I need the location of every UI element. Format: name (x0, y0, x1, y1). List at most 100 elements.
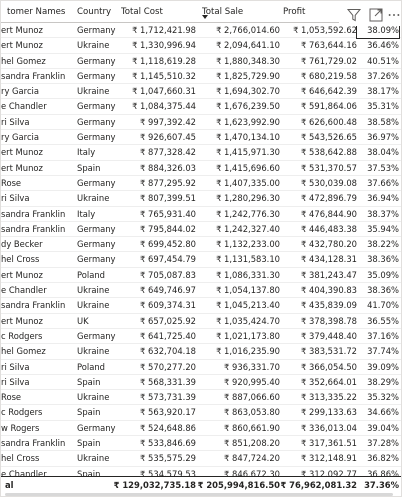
total-cost-cell: ₹ 877,295.92 (140, 177, 196, 188)
table-row[interactable]: sandra Franklin Spain ₹ 533,846.69 ₹ 851,20… (1, 436, 401, 452)
total-profit-value: ₹ 76,962,081.32 (280, 480, 357, 490)
profit-cell: ₹ 531,370.57 (301, 162, 357, 173)
total-sale-cell: ₹ 1,470,134.10 (216, 132, 280, 143)
table-row[interactable]: hel Cross Ukraine ₹ 535,575.29 ₹ 847,724.20… (1, 451, 401, 467)
profit-cell: ₹ 530,039.08 (301, 177, 357, 188)
margin-cell: 37.66% (367, 177, 399, 188)
table-row[interactable]: ri Silva Ukraine ₹ 807,399.51 ₹ 1,280,296.3… (1, 191, 401, 207)
table-row[interactable]: c Rodgers Germany ₹ 641,725.40 ₹ 1,021,173.… (1, 329, 401, 345)
margin-cell: 37.28% (367, 438, 399, 449)
country-cell: Ukraine (77, 193, 110, 204)
total-sale-cell: ₹ 2,094,641.10 (216, 40, 280, 51)
total-cost-cell: ₹ 609,374.31 (140, 300, 196, 311)
customer-name-cell: e Chandler (1, 468, 47, 476)
profit-cell: ₹ 434,128.31 (301, 254, 357, 265)
table-row[interactable]: sandra Franklin Italy ₹ 765,931.40 ₹ 1,242,… (1, 207, 401, 222)
table-row[interactable]: ry Garcia Ukraine ₹ 1,047,660.31 ₹ 1,694,30… (1, 84, 401, 100)
table-row[interactable]: ri Silva Spain ₹ 568,331.39 ₹ 920,995.40 ₹ 3… (1, 375, 401, 391)
total-sale-cell: ₹ 1,132,233.00 (216, 239, 280, 250)
table-row[interactable]: dy Becker Germany ₹ 699,452.80 ₹ 1,132,233.… (1, 237, 401, 253)
column-header-profit[interactable]: Profit (283, 7, 306, 17)
table-row[interactable]: ert Munoz Ukraine ₹ 1,330,996.94 ₹ 2,094,64… (1, 38, 401, 54)
table-row[interactable]: ert Munoz Germany ₹ 1,712,421.98 ₹ 2,766,01… (1, 23, 401, 39)
customer-name-cell: hel Cross (1, 453, 40, 464)
column-header-customer-names[interactable]: tomer Names (7, 7, 66, 17)
column-header-total-sale[interactable]: Total Sale (202, 7, 244, 17)
table-row[interactable]: ry Garcia Germany ₹ 926,607.45 ₹ 1,470,134.… (1, 130, 401, 146)
profit-cell: ₹ 761,729.02 (301, 55, 357, 66)
table-row[interactable]: ert Munoz Spain ₹ 884,326.03 ₹ 1,415,696.60… (1, 161, 401, 176)
total-cost-cell: ₹ 1,084,375.44 (132, 101, 196, 112)
margin-cell: 38.22% (367, 239, 399, 250)
margin-cell: 37.74% (367, 346, 399, 357)
scrollbar-thumb[interactable] (5, 493, 393, 496)
table-row[interactable]: hel Cross Germany ₹ 697,454.79 ₹ 1,131,583.… (1, 252, 401, 268)
customer-name-cell: ri Silva (1, 193, 30, 204)
total-sale-cell: ₹ 1,676,239.50 (216, 101, 280, 112)
profit-cell: ₹ 381,243.47 (301, 269, 357, 280)
profit-cell: ₹ 543,526.65 (301, 132, 357, 143)
column-header-country[interactable]: Country (77, 7, 112, 17)
sort-descending-icon[interactable] (202, 15, 208, 19)
profit-cell: ₹ 312,148.91 (301, 453, 357, 464)
country-cell: Germany (77, 223, 116, 234)
margin-cell: 38.58% (367, 116, 399, 127)
country-cell: UK (77, 315, 89, 326)
country-cell: Ukraine (77, 285, 110, 296)
table-row[interactable]: e Chandler Spain ₹ 534,579.53 ₹ 846,672.30 ₹… (1, 467, 401, 476)
table-row[interactable]: e Chandler Ukraine ₹ 649,746.97 ₹ 1,054,137… (1, 283, 401, 299)
table-row[interactable]: sandra Franklin Germany ₹ 795,844.02 ₹ 1,24… (1, 222, 401, 238)
column-header-total-cost[interactable]: Total Cost (121, 7, 163, 17)
profit-cell: ₹ 432,780.20 (301, 239, 357, 250)
table-row[interactable]: ert Munoz Italy ₹ 877,328.42 ₹ 1,415,971.30… (1, 145, 401, 161)
table-row[interactable]: sandra Franklin Germany ₹ 1,145,510.32 ₹ 1,… (1, 69, 401, 85)
table-row[interactable]: ri Silva Poland ₹ 570,277.20 ₹ 936,331.70 ₹ … (1, 360, 401, 375)
table-row[interactable]: e Chandler Germany ₹ 1,084,375.44 ₹ 1,676,2… (1, 99, 401, 115)
total-cost-cell: ₹ 697,454.79 (140, 254, 196, 265)
total-sale-cell: ₹ 1,280,296.30 (216, 193, 280, 204)
table-row[interactable]: hel Gomez Germany ₹ 1,118,619.28 ₹ 1,880,34… (1, 54, 401, 69)
total-cost-cell: ₹ 632,704.18 (140, 346, 196, 357)
total-cost-cell: ₹ 649,746.97 (140, 285, 196, 296)
margin-cell: 36.97% (367, 132, 399, 143)
total-sale-cell: ₹ 1,825,729.90 (216, 70, 280, 81)
country-cell: Italy (77, 147, 96, 158)
country-cell: Spain (77, 407, 101, 418)
horizontal-scrollbar[interactable] (1, 493, 401, 496)
customer-name-cell: c Rodgers (1, 330, 43, 341)
table-row[interactable]: Rose Ukraine ₹ 573,731.39 ₹ 887,066.60 ₹ 313… (1, 390, 401, 406)
margin-cell: 37.16% (367, 330, 399, 341)
table-row[interactable]: ri Silva Germany ₹ 997,392.42 ₹ 1,623,992.9… (1, 115, 401, 131)
table-row[interactable]: hel Gomez Ukraine ₹ 632,704.18 ₹ 1,016,235.… (1, 344, 401, 360)
more-options-icon[interactable] (387, 4, 401, 26)
filter-icon[interactable] (343, 4, 365, 26)
table-row[interactable]: c Rodgers Spain ₹ 563,920.17 ₹ 863,053.80 ₹ … (1, 405, 401, 421)
table-row[interactable]: Rose Germany ₹ 877,295.92 ₹ 1,407,335.00 ₹ 5… (1, 176, 401, 192)
customer-name-cell: e Chandler (1, 101, 47, 112)
customer-name-cell: sandra Franklin (1, 70, 66, 81)
margin-cell: 37.53% (367, 162, 399, 173)
total-cost-cell: ₹ 699,452.80 (140, 239, 196, 250)
country-cell: Germany (77, 422, 116, 433)
profit-cell: ₹ 299,133.63 (301, 407, 357, 418)
total-cost-cell: ₹ 997,392.42 (140, 116, 196, 127)
table-row[interactable]: ert Munoz UK ₹ 657,025.92 ₹ 1,035,424.70 ₹ 3… (1, 314, 401, 329)
total-sale-cell: ₹ 1,131,583.10 (216, 254, 280, 265)
table-row[interactable]: sandra Franklin Ukraine ₹ 609,374.31 ₹ 1,04… (1, 298, 401, 314)
table-row[interactable]: w Rogers Germany ₹ 524,648.86 ₹ 860,661.90 ₹… (1, 421, 401, 437)
total-sale-cell: ₹ 1,623,992.90 (216, 116, 280, 127)
total-cost-cell: ₹ 1,712,421.98 (132, 25, 196, 35)
total-sale-cell: ₹ 936,331.70 (224, 361, 280, 372)
profit-cell: ₹ 446,483.38 (301, 223, 357, 234)
total-sale-cell: ₹ 887,066.60 (224, 392, 280, 403)
margin-cell: 41.70% (367, 300, 399, 311)
margin-cell: 39.04% (367, 422, 399, 433)
table-row[interactable]: ert Munoz Poland ₹ 705,087.83 ₹ 1,086,331.3… (1, 268, 401, 284)
table-body[interactable]: ert Munoz Germany ₹ 1,712,421.98 ₹ 2,766,01… (1, 23, 401, 476)
total-cost-cell: ₹ 705,087.83 (140, 269, 196, 280)
profit-cell: ₹ 379,448.40 (301, 330, 357, 341)
focus-mode-icon[interactable] (365, 4, 387, 26)
profit-cell: ₹ 1,053,592.62 (293, 25, 357, 35)
margin-cell: 38.04% (367, 147, 399, 158)
